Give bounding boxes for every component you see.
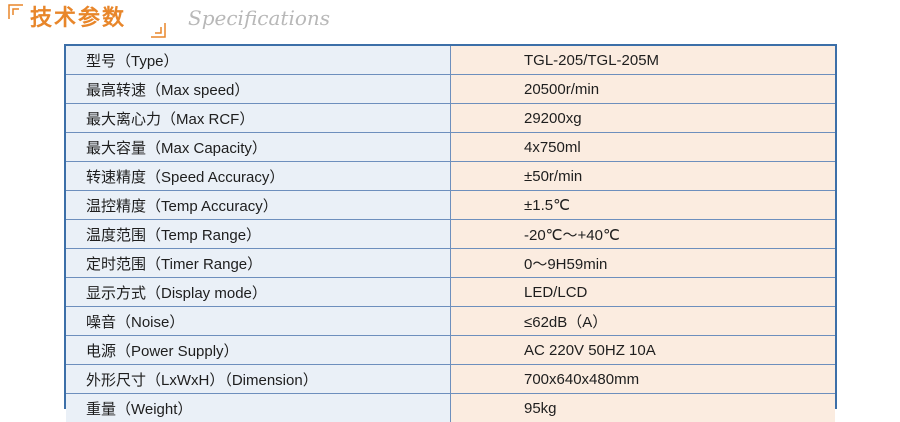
- spec-value: 700x640x480mm: [451, 365, 836, 394]
- table-row: 最高转速（Max speed） 20500r/min: [66, 75, 835, 104]
- table-row: 显示方式（Display mode） LED/LCD: [66, 278, 835, 307]
- spec-value: AC 220V 50HZ 10A: [451, 336, 836, 365]
- spec-label: 显示方式（Display mode）: [66, 278, 451, 307]
- table-row: 最大离心力（Max RCF） 29200xg: [66, 104, 835, 133]
- section-subtitle: Specifications: [188, 6, 330, 30]
- table-row: 重量（Weight） 95kg: [66, 394, 835, 422]
- spec-label: 温控精度（Temp Accuracy）: [66, 191, 451, 220]
- spec-value: 20500r/min: [451, 75, 836, 104]
- table-row: 定时范围（Timer Range） 0～9H59min: [66, 249, 835, 278]
- spec-label: 电源（Power Supply）: [66, 336, 451, 365]
- corner-ornament-top-left: [8, 4, 24, 20]
- spec-value: ≤62dB（A）: [451, 307, 836, 336]
- table-row: 温控精度（Temp Accuracy） ±1.5℃: [66, 191, 835, 220]
- spec-value: 29200xg: [451, 104, 836, 133]
- spec-value: 4x750ml: [451, 133, 836, 162]
- table-row: 型号（Type） TGL-205/TGL-205M: [66, 46, 835, 75]
- spec-label: 噪音（Noise）: [66, 307, 451, 336]
- table-row: 温度范围（Temp Range） -20℃～+40℃: [66, 220, 835, 249]
- spec-label: 最高转速（Max speed）: [66, 75, 451, 104]
- section-header: 技术参数 Specifications: [0, 0, 900, 40]
- spec-value: -20℃～+40℃: [451, 220, 836, 249]
- spec-table-container: 型号（Type） TGL-205/TGL-205M 最高转速（Max speed…: [64, 44, 837, 409]
- table-row: 电源（Power Supply） AC 220V 50HZ 10A: [66, 336, 835, 365]
- spec-label: 最大离心力（Max RCF）: [66, 104, 451, 133]
- table-row: 噪音（Noise） ≤62dB（A）: [66, 307, 835, 336]
- spec-label: 定时范围（Timer Range）: [66, 249, 451, 278]
- spec-table: 型号（Type） TGL-205/TGL-205M 最高转速（Max speed…: [66, 46, 835, 422]
- spec-value: ±50r/min: [451, 162, 836, 191]
- spec-value: 0～9H59min: [451, 249, 836, 278]
- spec-value: ±1.5℃: [451, 191, 836, 220]
- spec-label: 温度范围（Temp Range）: [66, 220, 451, 249]
- spec-value: TGL-205/TGL-205M: [451, 46, 836, 75]
- spec-label: 重量（Weight）: [66, 394, 451, 422]
- section-title: 技术参数: [30, 5, 126, 33]
- table-row: 转速精度（Speed Accuracy） ±50r/min: [66, 162, 835, 191]
- table-row: 最大容量（Max Capacity） 4x750ml: [66, 133, 835, 162]
- spec-label: 外形尺寸（LxWxH）（Dimension）: [66, 365, 451, 394]
- spec-label: 型号（Type）: [66, 46, 451, 75]
- spec-value: LED/LCD: [451, 278, 836, 307]
- spec-label: 最大容量（Max Capacity）: [66, 133, 451, 162]
- spec-label: 转速精度（Speed Accuracy）: [66, 162, 451, 191]
- corner-ornament-bottom-right: [150, 22, 166, 38]
- spec-value: 95kg: [451, 394, 836, 422]
- table-row: 外形尺寸（LxWxH）（Dimension） 700x640x480mm: [66, 365, 835, 394]
